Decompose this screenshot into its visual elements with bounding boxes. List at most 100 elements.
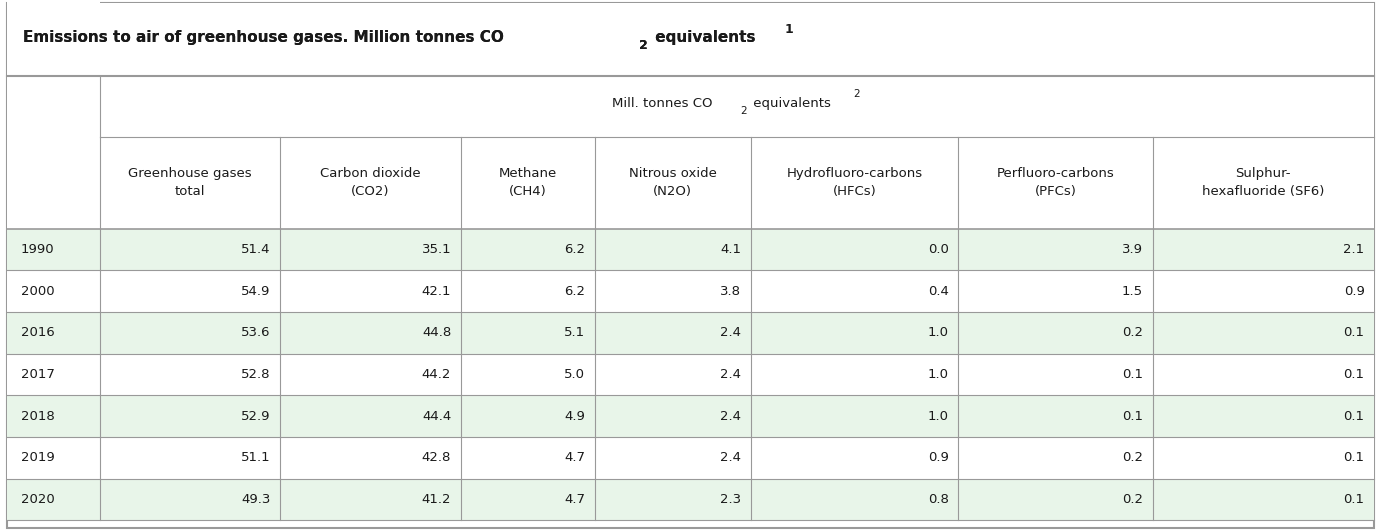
Text: 49.3: 49.3 xyxy=(242,493,271,506)
Bar xyxy=(7,3,1374,76)
Bar xyxy=(280,396,461,437)
Bar xyxy=(99,479,280,520)
Bar xyxy=(958,229,1153,270)
Bar xyxy=(280,437,461,479)
Text: 6.2: 6.2 xyxy=(565,243,586,256)
Bar xyxy=(595,136,751,229)
Text: 2: 2 xyxy=(639,39,648,52)
Bar xyxy=(280,312,461,354)
Text: 4.1: 4.1 xyxy=(720,243,742,256)
Bar xyxy=(751,270,958,312)
Text: Emissions to air of greenhouse gases. Million tonnes CO: Emissions to air of greenhouse gases. Mi… xyxy=(23,30,504,46)
Text: 1.0: 1.0 xyxy=(928,410,949,423)
Text: 2: 2 xyxy=(740,106,747,116)
Text: 0.1: 0.1 xyxy=(1344,493,1364,506)
Text: 2020: 2020 xyxy=(21,493,54,506)
Text: 0.4: 0.4 xyxy=(928,285,949,298)
Text: 2: 2 xyxy=(7,98,14,108)
Text: 3.8: 3.8 xyxy=(720,285,742,298)
Text: 44.8: 44.8 xyxy=(423,327,452,339)
Bar xyxy=(958,479,1153,520)
Text: Greenhouse gases
total: Greenhouse gases total xyxy=(128,167,251,198)
Text: 3.9: 3.9 xyxy=(1121,243,1143,256)
Bar xyxy=(595,229,751,270)
Bar xyxy=(7,312,99,354)
Text: 2: 2 xyxy=(7,98,14,108)
Text: equivalents: equivalents xyxy=(650,30,755,46)
Bar xyxy=(461,270,595,312)
Text: 0.2: 0.2 xyxy=(1121,451,1143,465)
Text: 51.4: 51.4 xyxy=(242,243,271,256)
Text: 35.1: 35.1 xyxy=(421,243,452,256)
Text: equivalents: equivalents xyxy=(749,97,831,110)
Bar xyxy=(1153,229,1374,270)
Bar xyxy=(751,396,958,437)
Bar xyxy=(595,354,751,396)
Text: 2017: 2017 xyxy=(21,368,54,381)
Text: 2018: 2018 xyxy=(21,410,54,423)
Text: 0.9: 0.9 xyxy=(1344,285,1364,298)
Bar xyxy=(99,136,280,229)
Bar xyxy=(461,229,595,270)
Text: 4.7: 4.7 xyxy=(565,451,586,465)
Bar xyxy=(958,354,1153,396)
Bar xyxy=(958,136,1153,229)
Bar xyxy=(751,229,958,270)
Text: 4.9: 4.9 xyxy=(565,410,586,423)
Bar xyxy=(595,479,751,520)
Bar xyxy=(99,270,280,312)
Bar xyxy=(1153,136,1374,229)
Text: 0.1: 0.1 xyxy=(1344,410,1364,423)
Bar xyxy=(751,136,958,229)
Text: 42.8: 42.8 xyxy=(421,451,452,465)
Text: 4.7: 4.7 xyxy=(565,493,586,506)
Text: 2: 2 xyxy=(853,89,860,99)
Text: 2.4: 2.4 xyxy=(720,368,742,381)
Text: 1.5: 1.5 xyxy=(1121,285,1143,298)
Bar xyxy=(461,437,595,479)
Bar xyxy=(958,437,1153,479)
Bar xyxy=(7,136,99,229)
Text: equivalents: equivalents xyxy=(650,30,755,46)
Text: 2.4: 2.4 xyxy=(720,327,742,339)
Bar xyxy=(595,437,751,479)
Bar xyxy=(99,312,280,354)
Text: Mill. tonnes CO: Mill. tonnes CO xyxy=(612,97,713,110)
Bar xyxy=(99,437,280,479)
Text: 2.3: 2.3 xyxy=(720,493,742,506)
Text: 0.1: 0.1 xyxy=(1344,451,1364,465)
Bar xyxy=(751,354,958,396)
Text: 1.0: 1.0 xyxy=(928,368,949,381)
Text: 52.9: 52.9 xyxy=(242,410,271,423)
Bar xyxy=(1153,479,1374,520)
Bar xyxy=(7,0,99,136)
Bar xyxy=(280,354,461,396)
Bar xyxy=(461,396,595,437)
Bar xyxy=(280,229,461,270)
Text: 0.8: 0.8 xyxy=(928,493,949,506)
Text: 0.1: 0.1 xyxy=(1344,327,1364,339)
Text: 0.2: 0.2 xyxy=(1121,327,1143,339)
Bar xyxy=(99,396,280,437)
Text: 5.1: 5.1 xyxy=(563,327,586,339)
Bar xyxy=(958,312,1153,354)
Text: 0.1: 0.1 xyxy=(1121,410,1143,423)
Text: Carbon dioxide
(CO2): Carbon dioxide (CO2) xyxy=(320,167,421,198)
Bar xyxy=(595,270,751,312)
Text: 1990: 1990 xyxy=(21,243,54,256)
Bar xyxy=(7,270,99,312)
Bar xyxy=(958,270,1153,312)
Bar xyxy=(1153,312,1374,354)
Bar xyxy=(595,396,751,437)
Bar xyxy=(7,396,99,437)
Bar xyxy=(99,354,280,396)
Text: 44.4: 44.4 xyxy=(423,410,452,423)
Text: 0.1: 0.1 xyxy=(1344,368,1364,381)
Text: Nitrous oxide
(N2O): Nitrous oxide (N2O) xyxy=(628,167,717,198)
Text: 2019: 2019 xyxy=(21,451,54,465)
Bar xyxy=(1153,396,1374,437)
Text: Mill. tonnes CO: Mill. tonnes CO xyxy=(7,97,108,110)
Bar xyxy=(99,229,280,270)
Text: Hydrofluoro-carbons
(HFCs): Hydrofluoro-carbons (HFCs) xyxy=(787,167,923,198)
Text: 2000: 2000 xyxy=(21,285,54,298)
